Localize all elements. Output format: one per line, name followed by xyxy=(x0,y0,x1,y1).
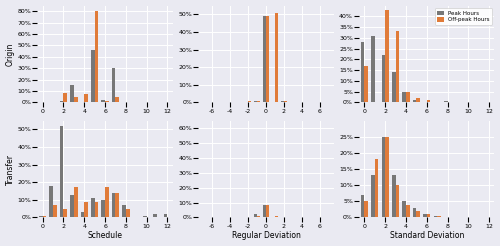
Bar xyxy=(53,205,56,217)
Bar xyxy=(60,126,64,217)
Bar xyxy=(64,93,67,102)
Bar xyxy=(257,216,260,217)
Bar xyxy=(84,94,88,102)
Bar xyxy=(396,185,400,217)
Bar xyxy=(423,214,427,217)
Bar xyxy=(105,101,108,102)
Bar xyxy=(416,211,420,217)
Bar xyxy=(413,100,416,102)
Bar xyxy=(50,186,53,217)
Bar xyxy=(254,101,257,102)
Bar xyxy=(284,101,287,102)
Bar xyxy=(385,10,389,102)
Bar xyxy=(94,11,98,102)
Bar xyxy=(91,198,94,217)
Bar xyxy=(375,159,378,217)
Bar xyxy=(42,216,46,217)
Bar xyxy=(406,92,409,102)
Bar xyxy=(112,68,116,102)
Bar xyxy=(263,16,266,102)
Bar xyxy=(102,200,105,217)
Bar xyxy=(116,193,119,217)
Bar xyxy=(105,187,108,217)
Bar xyxy=(112,193,116,217)
Bar xyxy=(385,137,389,217)
Bar xyxy=(126,209,130,217)
X-axis label: Standard Deviation: Standard Deviation xyxy=(390,231,464,240)
X-axis label: Regular Deviation: Regular Deviation xyxy=(232,231,300,240)
Bar xyxy=(102,100,105,102)
Bar xyxy=(60,101,64,102)
Y-axis label: Origin: Origin xyxy=(6,42,15,66)
Bar xyxy=(74,97,78,102)
Bar xyxy=(248,101,251,102)
Bar xyxy=(437,216,441,217)
Bar xyxy=(434,216,437,217)
Bar xyxy=(70,85,74,102)
Bar xyxy=(402,92,406,102)
Bar xyxy=(413,208,416,217)
Bar xyxy=(364,201,368,217)
Bar xyxy=(64,209,67,217)
Bar xyxy=(281,101,284,102)
Bar xyxy=(364,66,368,102)
Bar xyxy=(84,201,88,217)
Bar xyxy=(427,100,430,102)
Bar xyxy=(427,214,430,217)
Y-axis label: Transfer: Transfer xyxy=(6,154,15,184)
Bar xyxy=(392,175,396,217)
Bar xyxy=(263,205,266,217)
Bar xyxy=(39,216,42,217)
Bar xyxy=(74,187,78,217)
Bar xyxy=(371,175,375,217)
Bar xyxy=(116,97,119,102)
Bar xyxy=(80,212,84,217)
Bar xyxy=(257,101,260,102)
Bar xyxy=(266,16,269,102)
Legend: Peak Hours, Off-peak Hours: Peak Hours, Off-peak Hours xyxy=(434,8,492,25)
Bar xyxy=(266,205,269,217)
Bar xyxy=(444,101,448,102)
Bar xyxy=(382,55,385,102)
Bar xyxy=(254,215,257,217)
Bar xyxy=(275,216,278,217)
X-axis label: Schedule: Schedule xyxy=(88,231,122,240)
Bar xyxy=(91,50,94,102)
Bar xyxy=(382,137,385,217)
Bar xyxy=(164,214,168,217)
Bar xyxy=(275,13,278,102)
Bar xyxy=(361,42,364,102)
Bar xyxy=(154,214,157,217)
Bar xyxy=(70,195,74,217)
Bar xyxy=(402,201,406,217)
Bar xyxy=(416,98,420,102)
Bar xyxy=(94,201,98,217)
Bar xyxy=(406,204,409,217)
Bar xyxy=(122,205,126,217)
Bar xyxy=(371,36,375,102)
Bar xyxy=(396,31,400,102)
Bar xyxy=(392,72,396,102)
Bar xyxy=(361,195,364,217)
Bar xyxy=(143,216,146,217)
